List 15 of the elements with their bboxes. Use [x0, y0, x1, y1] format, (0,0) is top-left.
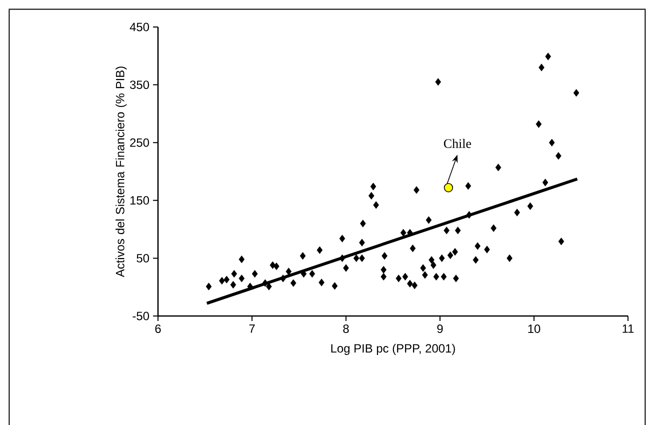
x-tick-label: 8 — [343, 324, 349, 333]
x-tick-label: 10 — [528, 324, 540, 333]
x-tick-label: 7 — [249, 324, 255, 333]
y-tick-label: -50 — [132, 312, 150, 320]
y-tick-label: 450 — [130, 22, 150, 32]
x-tick-label: 6 — [155, 324, 161, 333]
annotation: Chile — [444, 138, 472, 148]
x-tick-label: 9 — [437, 324, 443, 333]
y-tick-label: 250 — [130, 138, 150, 147]
x-tick-label: 11 — [622, 324, 634, 333]
y-tick-label: 150 — [130, 196, 150, 205]
y-tick-label: 50 — [136, 254, 150, 262]
x-axis-title: Log PIB pc (PPP, 2001) — [331, 344, 455, 355]
y-axis-title: Activos del Sistema Financiero (% PIB) — [116, 66, 127, 278]
y-tick-label: 350 — [130, 80, 150, 90]
